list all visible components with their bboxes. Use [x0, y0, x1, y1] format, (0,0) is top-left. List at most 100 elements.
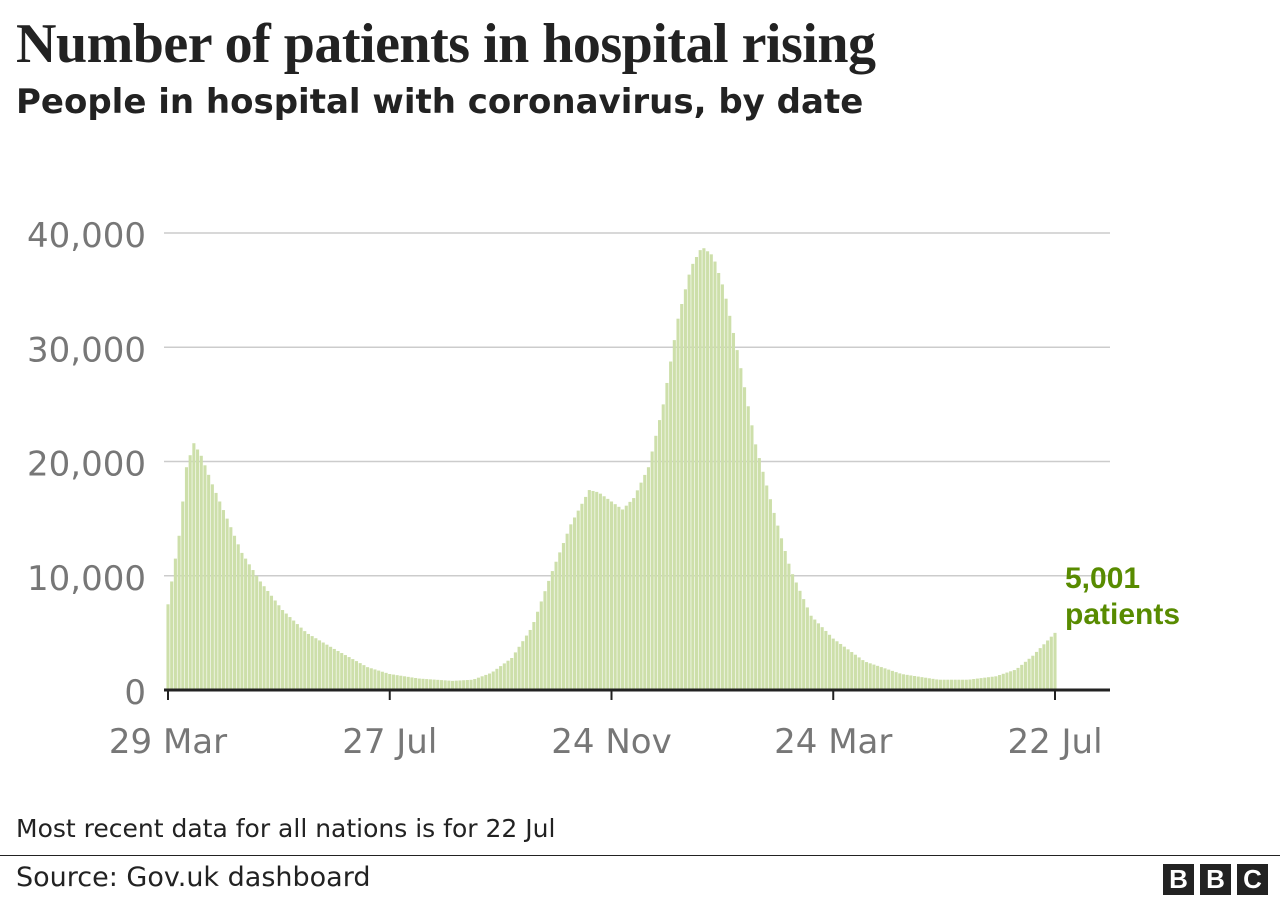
chart-bar	[953, 679, 957, 690]
chart-bar	[310, 636, 314, 690]
chart-bar	[680, 303, 684, 690]
chart-bar	[354, 661, 359, 690]
chart-bar	[772, 512, 776, 690]
chart-bar	[683, 289, 687, 690]
chart-bar	[676, 318, 680, 690]
chart-bar	[255, 575, 259, 690]
chart-bar	[931, 678, 935, 690]
chart-bar	[329, 646, 333, 690]
x-tick-label: 29 Mar	[109, 722, 227, 762]
y-tick-label: 0	[124, 673, 146, 713]
chart-bar	[864, 662, 869, 690]
chart-bar	[816, 623, 821, 690]
chart-bar	[598, 493, 602, 690]
chart-bar	[713, 261, 717, 690]
chart-bar	[240, 552, 244, 690]
chart-bar	[986, 677, 991, 690]
chart-bar	[694, 256, 699, 690]
chart-bar	[524, 635, 529, 690]
chart-bar	[905, 674, 909, 690]
chart-bar	[336, 651, 340, 690]
chart-bar	[1031, 655, 1035, 690]
chart-bar	[717, 272, 721, 690]
chart-bar	[809, 615, 813, 690]
chart-bar	[513, 652, 517, 690]
chart-bar	[702, 248, 706, 690]
chart-bar	[181, 501, 185, 690]
chart-bar	[639, 482, 643, 690]
chart-bar	[465, 680, 469, 690]
chart-bar	[502, 663, 506, 690]
chart-bar	[916, 676, 920, 690]
chart-bar	[565, 533, 569, 690]
chart-bar	[281, 610, 285, 690]
chart-bar	[273, 600, 277, 690]
chart-bar	[1046, 640, 1050, 690]
chart-bar	[317, 640, 322, 690]
chart-bar	[842, 646, 846, 690]
chart-bar	[343, 655, 347, 690]
chart-bar	[425, 679, 429, 690]
chart-bar	[998, 675, 1002, 690]
chart-bar	[1038, 648, 1042, 690]
chart-bar	[539, 601, 543, 690]
chart-bar	[927, 678, 931, 690]
chart-bar	[321, 642, 325, 690]
chart-bar	[691, 263, 695, 690]
chart-bar	[820, 627, 824, 690]
chart-bar	[399, 675, 403, 690]
chart-bar	[314, 638, 318, 690]
chart-bar	[613, 504, 617, 690]
chart-bar	[839, 643, 843, 690]
chart-bar	[299, 627, 303, 690]
chart-bar	[735, 350, 739, 690]
chart-bar	[621, 509, 625, 690]
chart-bar	[872, 664, 876, 690]
chart-bar	[846, 649, 850, 690]
y-tick-label: 40,000	[27, 216, 146, 256]
chart-bar	[258, 581, 262, 690]
chart-bar	[754, 444, 758, 690]
chart-bar	[229, 527, 233, 690]
chart-bar	[221, 510, 225, 690]
chart-bar	[266, 590, 270, 690]
chart-bar	[628, 501, 632, 690]
chart-bar	[1016, 667, 1020, 690]
chart-bar	[536, 611, 540, 690]
chart-bar	[528, 629, 532, 690]
chart-bar	[236, 544, 240, 690]
chart-bar	[550, 571, 554, 690]
data-note: Most recent data for all nations is for …	[16, 814, 556, 843]
bbc-logo: B B C	[1163, 864, 1268, 895]
chart-bar	[410, 677, 414, 690]
chart-bar	[499, 666, 503, 690]
chart-bar	[857, 657, 861, 690]
chart-bar	[166, 604, 170, 690]
chart-bar	[669, 361, 673, 690]
x-tick-label: 27 Jul	[342, 722, 437, 762]
chart-bar	[517, 646, 521, 690]
chart-bar	[447, 680, 451, 690]
latest-value-annotation: 5,001	[1065, 562, 1140, 595]
chart-bar	[624, 505, 628, 690]
chart-bar	[635, 490, 639, 690]
chart-bar	[487, 673, 492, 690]
chart-bar	[979, 678, 983, 690]
chart-bar	[1012, 670, 1016, 690]
chart-bar	[602, 496, 606, 690]
chart-bar	[428, 679, 432, 690]
chart-bar	[1020, 664, 1024, 690]
chart-title: Number of patients in hospital rising	[16, 13, 876, 75]
chart-bar	[957, 679, 961, 690]
chart-bar	[476, 677, 480, 690]
chart-bar	[913, 676, 917, 690]
chart-bar	[798, 590, 802, 690]
chart-bar	[561, 543, 566, 690]
chart-bar	[924, 677, 928, 690]
chart-bar	[824, 630, 828, 690]
chart-bar	[584, 496, 588, 690]
chart-bar	[569, 524, 573, 690]
chart-bar	[458, 680, 462, 690]
x-tick-label: 22 Jul	[1007, 722, 1102, 762]
chart-bar	[646, 467, 651, 690]
